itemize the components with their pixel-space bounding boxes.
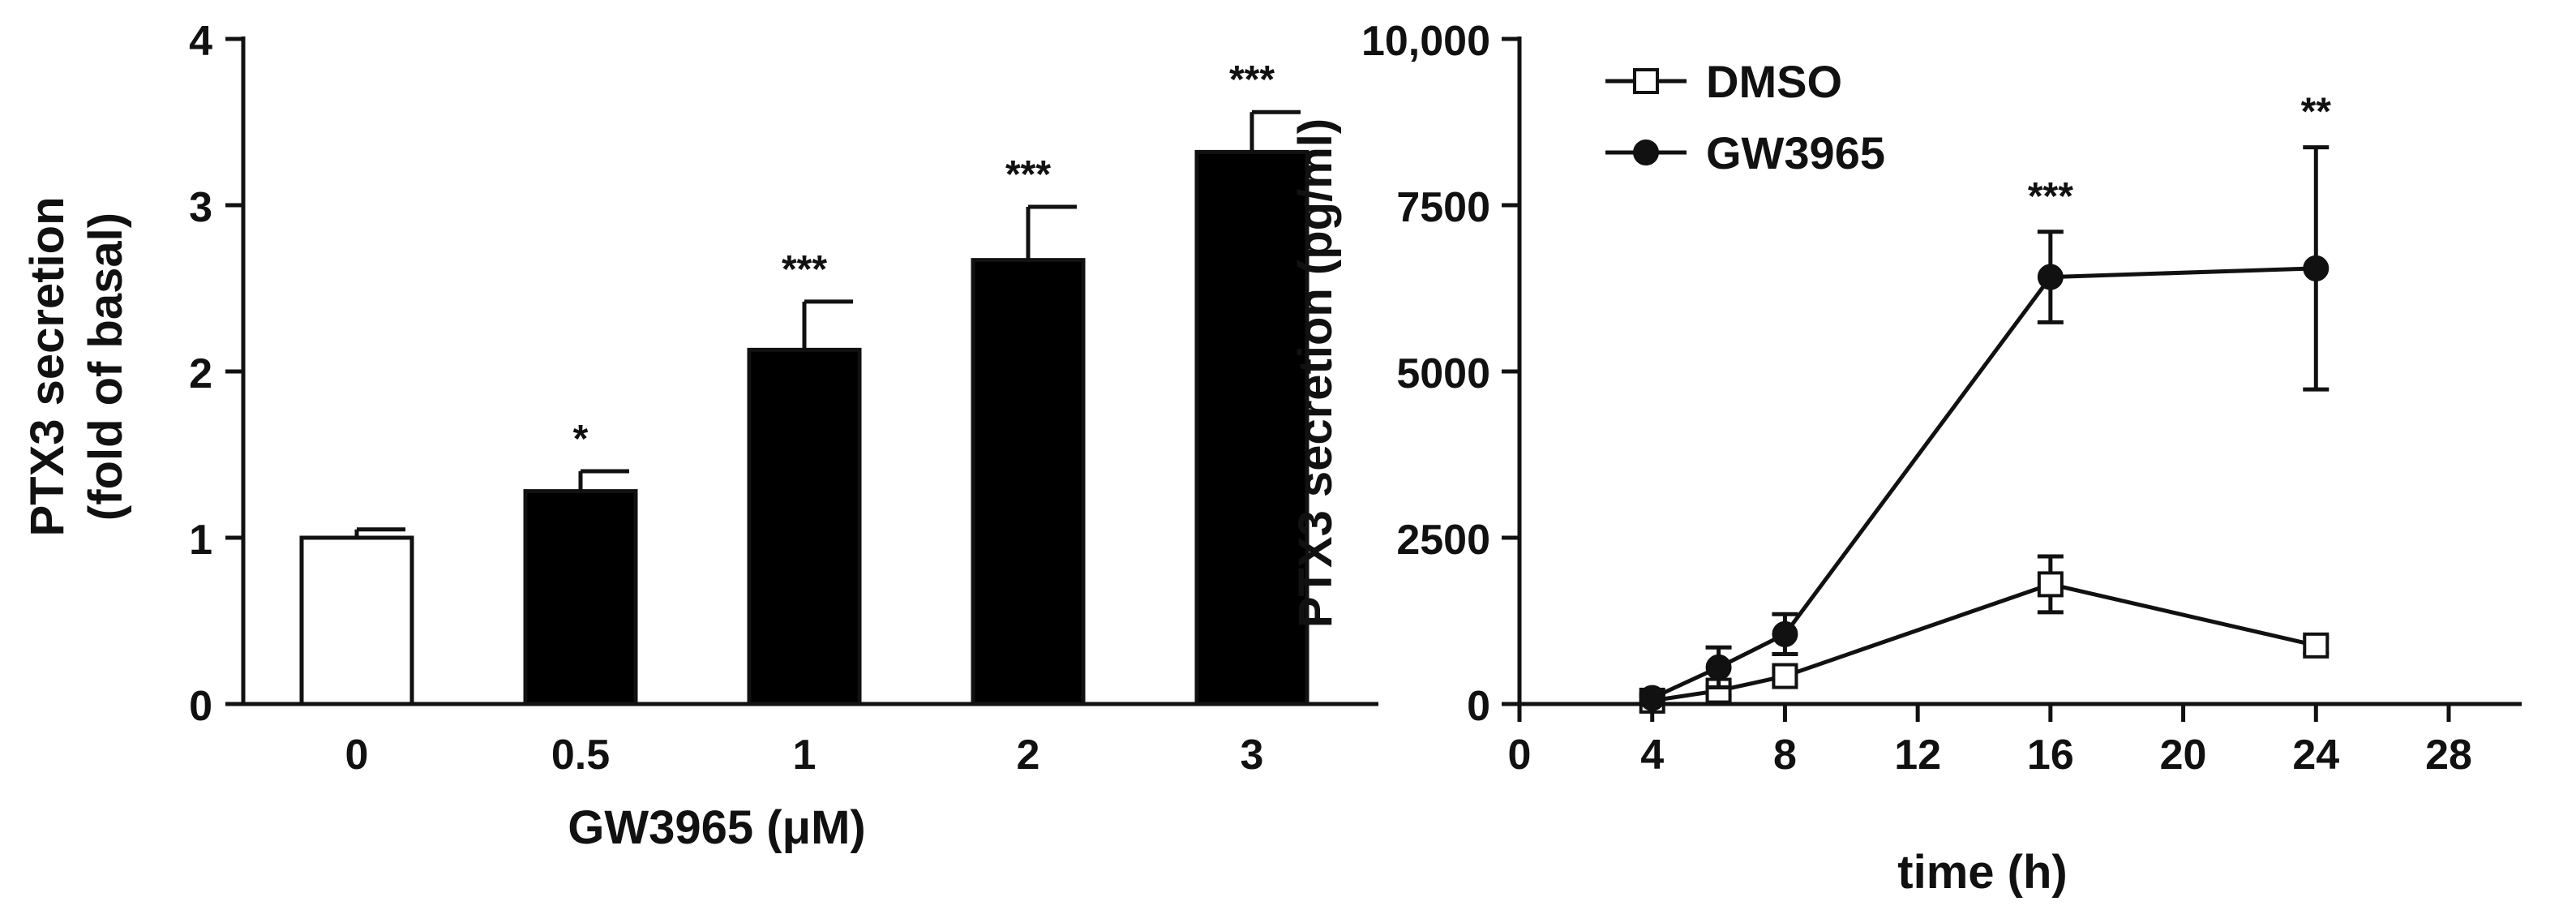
bar (971, 258, 1086, 706)
legend: DMSO GW3965 (1605, 56, 1885, 178)
x-tick-label: 0 (345, 732, 369, 779)
bar (299, 535, 414, 706)
x-tick-label: 12 (1894, 732, 1941, 779)
y-tick-label: 0 (189, 683, 212, 730)
y-tick-label: 2500 (1396, 517, 1490, 564)
y-tick-label: 1 (189, 517, 212, 564)
x-tick-label: 1 (793, 732, 817, 779)
significance-label: *** (782, 248, 827, 291)
x-axis: 0 4 8 12 16 20 24 28 (1508, 702, 2522, 779)
significance-label: *** (1229, 58, 1275, 101)
data-point (1705, 654, 1732, 680)
significance-label: *** (1005, 153, 1051, 196)
x-tick-label: 20 (2160, 732, 2207, 779)
y-axis-label-line-2: (fold of basal) (79, 212, 132, 521)
x-tick-label: 28 (2425, 732, 2472, 779)
x-tick-label: 24 (2292, 732, 2339, 779)
x-tick-label: 3 (1241, 732, 1264, 779)
data-point (2303, 255, 2330, 281)
y-tick-label: 3 (189, 184, 212, 231)
bar-marks: ********** (299, 58, 1309, 706)
legend-label: GW3965 (1706, 127, 1885, 178)
series-gw3965 (1639, 145, 2330, 711)
y-tick-label: 2 (189, 350, 212, 397)
significance-label: * (573, 418, 589, 461)
y-tick-label: 10,000 (1361, 18, 1490, 65)
legend-label: DMSO (1706, 56, 1842, 107)
series-line (1651, 266, 2317, 700)
data-point (2037, 571, 2064, 598)
legend-entry: DMSO (1605, 56, 1842, 107)
series-line (1652, 582, 2317, 703)
x-tick-label: 4 (1640, 732, 1664, 779)
data-point (2037, 264, 2064, 290)
y-tick-label: 7500 (1396, 184, 1490, 231)
y-axis: 0 2500 5000 7500 10,000 (1361, 18, 1522, 730)
data-point (1772, 663, 1798, 689)
x-axis-label: time (h) (1897, 846, 2067, 899)
x-tick-label: 2 (1017, 732, 1040, 779)
legend-entry: GW3965 (1605, 127, 1885, 178)
legend-marker (1633, 140, 1659, 165)
data-point (1772, 620, 1798, 647)
x-tick-label: 16 (2027, 732, 2074, 779)
bar (523, 489, 638, 706)
significance-label: *** (2028, 175, 2073, 218)
line-marks: ***** (1639, 91, 2332, 714)
y-tick-label: 0 (1467, 683, 1490, 730)
legend-marker (1633, 68, 1659, 94)
x-axis: 0 0.5 1 2 3 (242, 702, 1378, 779)
data-point (1639, 685, 1665, 711)
x-tick-label: 0 (1508, 732, 1532, 779)
y-axis: 0 1 2 3 4 (189, 18, 246, 730)
x-tick-label: 8 (1773, 732, 1797, 779)
x-axis-label: GW3965 (μM) (568, 801, 865, 854)
y-tick-label: 5000 (1396, 350, 1490, 397)
bar (747, 347, 862, 706)
series-dmso (1639, 554, 2330, 714)
x-tick-label: 0.5 (551, 732, 610, 779)
data-point (2303, 632, 2330, 659)
bar (1194, 149, 1309, 706)
significance-label: ** (2301, 91, 2332, 134)
y-axis-label-line-1: PTX3 secretion (21, 196, 74, 536)
y-tick-label: 4 (189, 18, 212, 65)
y-axis-label: PTX3 secretion (pg/ml) (1289, 118, 1342, 628)
